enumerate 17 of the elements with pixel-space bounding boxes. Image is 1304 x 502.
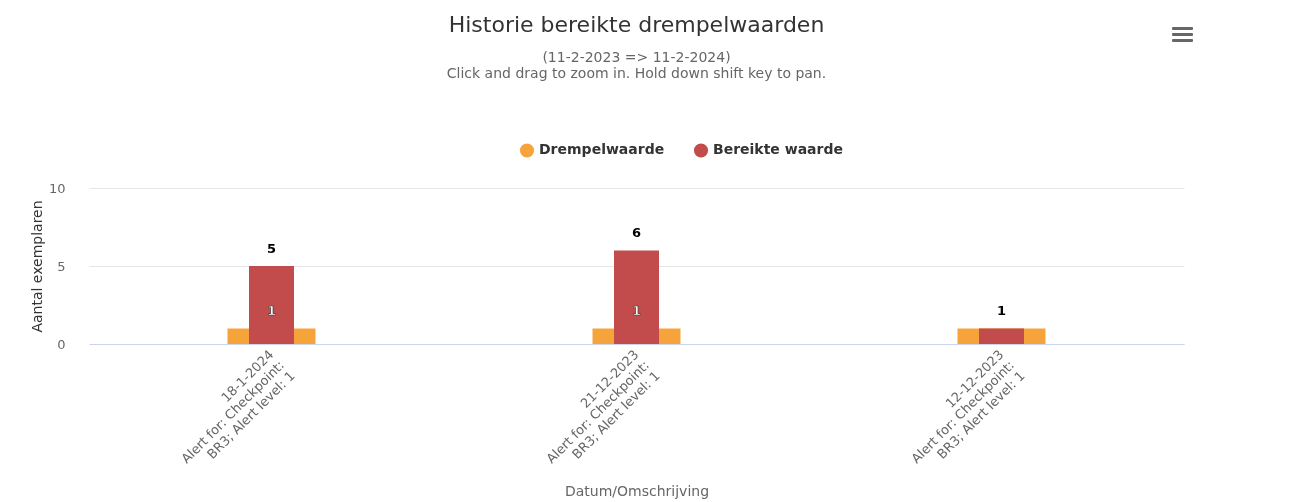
data-label: 6 xyxy=(631,225,642,241)
legend-label: Bereikte waarde xyxy=(713,141,843,158)
y-tick-label: 0 xyxy=(57,336,66,352)
bar xyxy=(979,328,1024,344)
data-label: 1 xyxy=(996,303,1007,319)
data-label: 1 xyxy=(631,303,642,319)
chart-subtitle: (11-2-2023 => 11-2-2024) Click and drag to zoom in. Hold down shift key to pan. xyxy=(446,49,827,81)
data-label: 1 xyxy=(266,303,277,319)
chart-title: Historie bereikte drempelwaarden xyxy=(448,12,825,37)
data-label: 5 xyxy=(266,241,277,256)
y-tick-label: 5 xyxy=(57,258,66,274)
bar xyxy=(614,250,659,344)
legend-label: Drempelwaarde xyxy=(539,141,665,158)
x-axis-title: Datum/Omschrijving xyxy=(564,482,710,499)
y-tick-label: 10 xyxy=(48,180,66,196)
y-axis-title: Aantal exemplaren xyxy=(28,200,45,333)
bar xyxy=(249,266,294,344)
